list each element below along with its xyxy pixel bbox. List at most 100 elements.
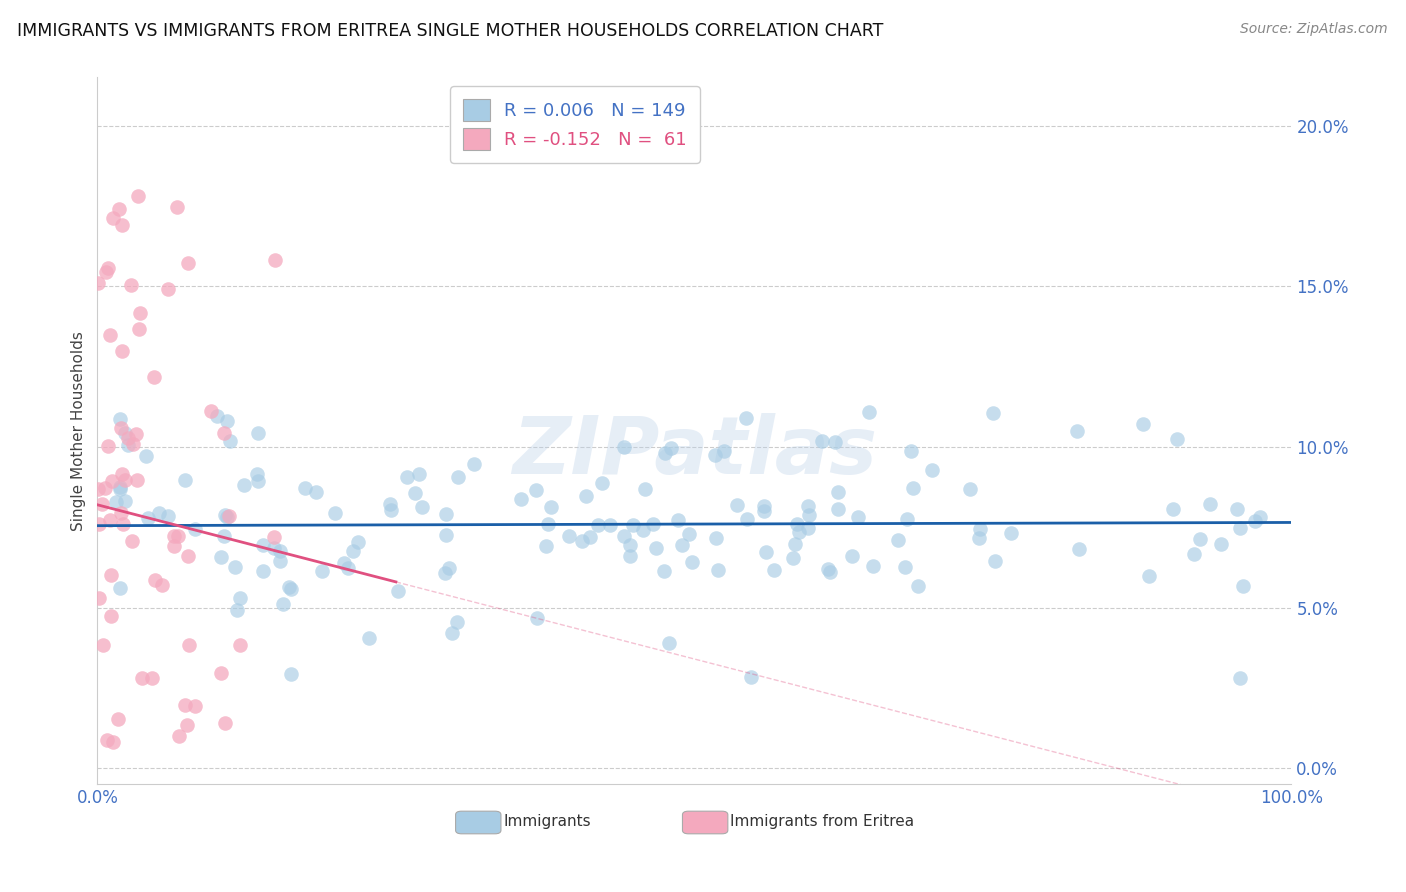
Text: IMMIGRANTS VS IMMIGRANTS FROM ERITREA SINGLE MOTHER HOUSEHOLDS CORRELATION CHART: IMMIGRANTS VS IMMIGRANTS FROM ERITREA SI… xyxy=(17,22,883,40)
Point xyxy=(108,482,131,496)
Point xyxy=(114,426,136,441)
Point xyxy=(87,516,110,531)
Point xyxy=(87,482,110,496)
Point xyxy=(184,522,207,536)
Point xyxy=(96,265,118,279)
Point xyxy=(623,518,645,533)
Point xyxy=(129,306,152,320)
Point xyxy=(586,517,609,532)
Point xyxy=(246,425,269,440)
Point xyxy=(336,561,359,575)
Point xyxy=(1249,510,1271,524)
Point xyxy=(524,483,547,498)
Point xyxy=(100,567,122,582)
Point xyxy=(263,252,285,267)
Legend: R = 0.006   N = 149, R = -0.152   N =  61: R = 0.006 N = 149, R = -0.152 N = 61 xyxy=(450,87,700,163)
Point xyxy=(219,434,242,448)
Text: ZIPatlas: ZIPatlas xyxy=(512,413,877,491)
Point xyxy=(163,529,186,543)
Point xyxy=(1199,497,1222,511)
Point xyxy=(643,517,665,532)
Point xyxy=(311,565,333,579)
Point xyxy=(117,431,139,445)
Point xyxy=(215,413,238,427)
Point xyxy=(463,457,485,471)
Point xyxy=(671,538,693,552)
Point xyxy=(619,549,641,564)
Text: Source: ZipAtlas.com: Source: ZipAtlas.com xyxy=(1240,22,1388,37)
Point xyxy=(862,559,884,574)
FancyBboxPatch shape xyxy=(682,811,728,834)
Point xyxy=(447,470,470,484)
Point xyxy=(558,528,581,542)
Point xyxy=(280,582,302,597)
Point xyxy=(408,467,430,481)
Point xyxy=(183,698,205,713)
Point xyxy=(110,506,132,520)
FancyBboxPatch shape xyxy=(456,811,501,834)
Point xyxy=(387,583,409,598)
Point xyxy=(1211,537,1233,551)
Point xyxy=(433,566,456,581)
Point xyxy=(659,441,682,455)
Point xyxy=(101,211,124,226)
Point xyxy=(110,344,132,359)
Point xyxy=(824,435,846,450)
Point xyxy=(98,328,121,343)
Point xyxy=(162,539,184,553)
Point xyxy=(217,510,239,524)
Point xyxy=(706,563,728,577)
Point xyxy=(218,509,240,524)
Point xyxy=(894,560,917,574)
Point xyxy=(263,529,285,543)
Point xyxy=(1189,532,1212,546)
Point xyxy=(252,538,274,552)
Point xyxy=(827,501,849,516)
Point xyxy=(591,476,613,491)
Point xyxy=(108,581,131,595)
Point xyxy=(323,506,346,520)
Point xyxy=(887,533,910,548)
Point xyxy=(122,436,145,450)
Point xyxy=(90,497,112,511)
Point xyxy=(125,427,148,442)
Point xyxy=(967,531,990,545)
Point xyxy=(214,716,236,731)
Point xyxy=(984,554,1007,568)
Point xyxy=(142,369,165,384)
Point xyxy=(176,717,198,731)
Point xyxy=(246,467,269,481)
Point xyxy=(271,597,294,611)
Point xyxy=(121,534,143,549)
Point xyxy=(233,478,256,492)
Point xyxy=(229,591,252,606)
Point xyxy=(87,591,110,605)
Point xyxy=(252,564,274,578)
Point xyxy=(740,670,762,684)
Point xyxy=(1139,569,1161,583)
Point xyxy=(212,529,235,543)
Point xyxy=(277,580,299,594)
Point xyxy=(167,529,190,543)
Point xyxy=(100,608,122,623)
Point xyxy=(247,475,270,489)
Point xyxy=(437,560,460,574)
Point xyxy=(575,489,598,503)
Point xyxy=(120,278,142,293)
Point xyxy=(101,475,124,489)
Point xyxy=(143,574,166,588)
Point xyxy=(441,626,464,640)
Point xyxy=(378,497,401,511)
Point xyxy=(1226,502,1249,516)
Point xyxy=(104,495,127,509)
Point xyxy=(599,518,621,533)
Point xyxy=(1229,521,1251,535)
Point xyxy=(613,441,636,455)
Point xyxy=(827,485,849,500)
Point xyxy=(613,529,636,543)
Point xyxy=(211,550,233,565)
Point xyxy=(896,512,918,526)
Point xyxy=(1243,514,1265,528)
Point xyxy=(797,520,820,534)
Point xyxy=(762,564,785,578)
